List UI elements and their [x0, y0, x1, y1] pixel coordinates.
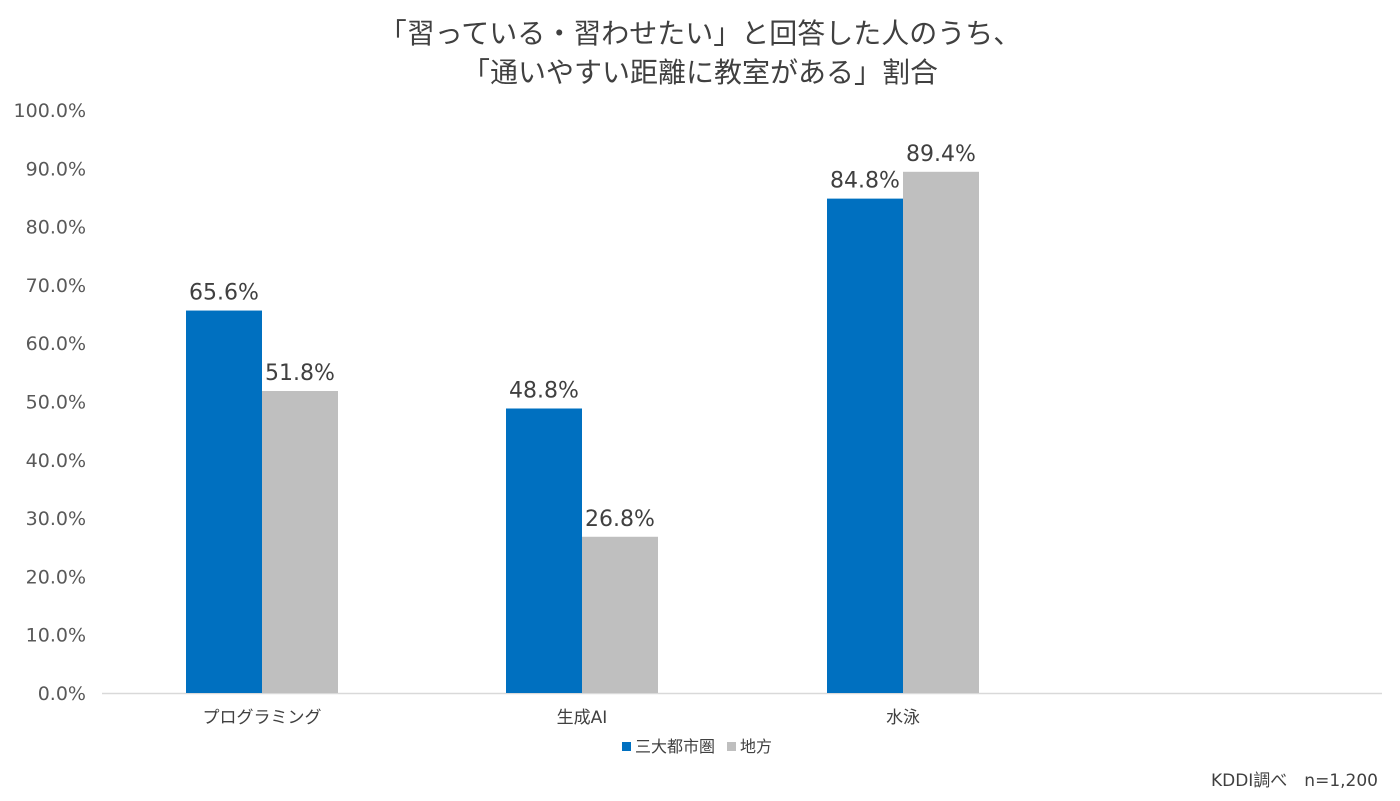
- legend: 三大都市圏 地方: [622, 737, 772, 756]
- legend-swatch-regional: [727, 742, 736, 751]
- legend-swatch-metro: [622, 742, 631, 751]
- data-label: 65.6%: [189, 281, 259, 306]
- chart-title-line-2: 「通いやすい距離に教室がある」割合: [462, 56, 938, 89]
- bar-metro-3: [827, 198, 903, 693]
- chart-title-line-1: 「習っている・習わせたい」と回答した人のうち、: [379, 17, 1022, 50]
- bar-regional-2: [582, 536, 658, 693]
- bar-metro-2: [506, 408, 582, 693]
- y-tick-label: 90.0%: [26, 158, 86, 180]
- data-label: 84.8%: [830, 169, 900, 194]
- data-label: 89.4%: [906, 142, 976, 167]
- y-tick-label: 20.0%: [26, 566, 86, 588]
- y-axis: 0.0% 10.0% 20.0% 30.0% 40.0% 50.0% 60.0% 70.0% 8…: [14, 100, 86, 705]
- x-category-label: 生成AI: [557, 708, 608, 728]
- x-category-label: プログラミング: [203, 708, 322, 728]
- source-note: KDDI調べ n=1,200: [1211, 771, 1378, 791]
- y-tick-label: 100.0%: [14, 100, 86, 122]
- bar-regional-3: [903, 171, 979, 694]
- data-label: 51.8%: [265, 361, 335, 386]
- y-tick-label: 0.0%: [38, 683, 86, 705]
- bars: 65.6% 51.8% 48.8% 26.8% 84.8%89.4%: [186, 142, 979, 694]
- y-tick-label: 60.0%: [26, 333, 86, 355]
- x-axis-labels: プログラミング 生成AI 水泳: [203, 708, 921, 728]
- bar-metro-1: [186, 310, 262, 693]
- y-tick-label: 50.0%: [26, 392, 86, 414]
- bar-regional-1: [262, 391, 338, 693]
- legend-label-metro: 三大都市圏: [635, 737, 715, 756]
- x-category-label: 水泳: [886, 708, 920, 728]
- legend-label-regional: 地方: [740, 737, 772, 756]
- y-tick-label: 40.0%: [26, 450, 86, 472]
- y-tick-label: 70.0%: [26, 275, 86, 297]
- y-tick-label: 10.0%: [26, 625, 86, 647]
- y-tick-label: 30.0%: [26, 508, 86, 530]
- chart-title: 「習っている・習わせたい」と回答した人のうち、「通いやすい距離に教室がある」割合: [379, 17, 1022, 89]
- y-tick-label: 80.0%: [26, 217, 86, 239]
- data-label: 48.8%: [509, 378, 579, 403]
- data-label: 26.8%: [585, 507, 655, 532]
